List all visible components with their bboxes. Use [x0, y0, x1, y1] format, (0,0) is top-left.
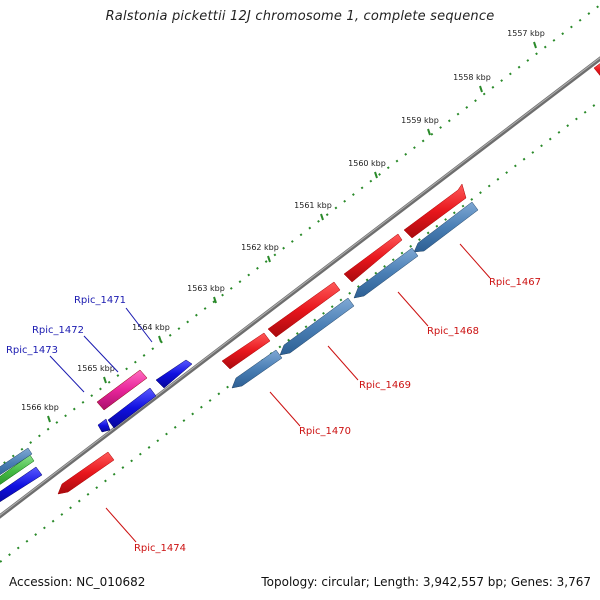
scale-tick-mark [267, 255, 271, 263]
summary-text: Topology: circular; Length: 3,942,557 bp… [261, 575, 591, 589]
scale-tick-label: 1561 kbp [294, 201, 332, 210]
gene-arrow-1474[interactable] [57, 451, 115, 495]
gene-arrow-left-blue[interactable] [0, 466, 43, 505]
scale-tick-mark [103, 376, 107, 384]
scale-tick-mark [479, 85, 483, 93]
gene-arrow-1472[interactable] [96, 369, 148, 411]
scale-tick-label: 1566 kbp [21, 403, 59, 412]
gene-label[interactable]: Rpic_1467 [489, 277, 541, 288]
gene-arrow-left-green[interactable] [0, 454, 35, 488]
scale-tick-label: 1559 kbp [401, 116, 439, 125]
scale-ticks-inner [0, 99, 600, 563]
gene-arrow-1469-fwd[interactable] [267, 281, 341, 338]
chromosome-backbone [0, 56, 600, 519]
scale-tick-label: 1560 kbp [348, 159, 386, 168]
reverse-features [57, 201, 479, 495]
gene-arrow-1473b[interactable] [97, 418, 111, 433]
scale-tick-mark [427, 128, 431, 136]
scale-tick-mark [158, 335, 162, 343]
scale-tick-mark [320, 213, 324, 221]
gene-arrow-1467-fwd[interactable] [403, 183, 467, 239]
scale-tick-mark [213, 296, 217, 304]
gene-arrow-1469[interactable] [279, 297, 355, 356]
map-title: Ralstonia pickettii 12J chromosome 1, co… [105, 9, 495, 24]
gene-arrow-1470[interactable] [231, 349, 283, 389]
scale-tick-label: 1557 kbp [507, 29, 545, 38]
accession-text: Accession: NC_010682 [9, 575, 146, 589]
gene-label[interactable]: Rpic_1469 [359, 380, 411, 391]
scale-tick-label: 1558 kbp [453, 73, 491, 82]
gene-label[interactable]: Rpic_1468 [427, 326, 479, 337]
gene-arrow-1467[interactable] [413, 201, 479, 253]
gene-label[interactable]: Rpic_1474 [134, 543, 186, 554]
gene-label[interactable]: Rpic_1473 [6, 345, 58, 356]
forward-features [0, 62, 600, 505]
scale-tick-label: 1564 kbp [132, 323, 170, 332]
label-leaders [49, 243, 491, 543]
gene-arrow-1468-fwd[interactable] [343, 233, 403, 283]
scale-tick-mark [47, 415, 51, 423]
gene-label[interactable]: Rpic_1472 [32, 325, 84, 336]
scale-tick-label: 1565 kbp [77, 364, 115, 373]
scale-tick-mark [374, 171, 378, 179]
gene-arrow-left-steel[interactable] [0, 447, 33, 478]
gene-label[interactable]: Rpic_1471 [74, 295, 126, 306]
scale-tick-label: 1563 kbp [187, 284, 225, 293]
gene-arrow-top-right[interactable] [593, 62, 600, 78]
gene-arrow-1471[interactable] [155, 359, 193, 389]
gene-arrow-1473a[interactable] [107, 387, 157, 429]
gene-arrow-1468[interactable] [353, 247, 419, 299]
gene-label[interactable]: Rpic_1470 [299, 426, 351, 437]
scale-ticks-outer [0, 4, 600, 468]
scale-tick-label: 1562 kbp [241, 243, 279, 252]
scale-tick-mark [533, 41, 537, 49]
gene-arrow-1470-fwd[interactable] [221, 332, 271, 370]
